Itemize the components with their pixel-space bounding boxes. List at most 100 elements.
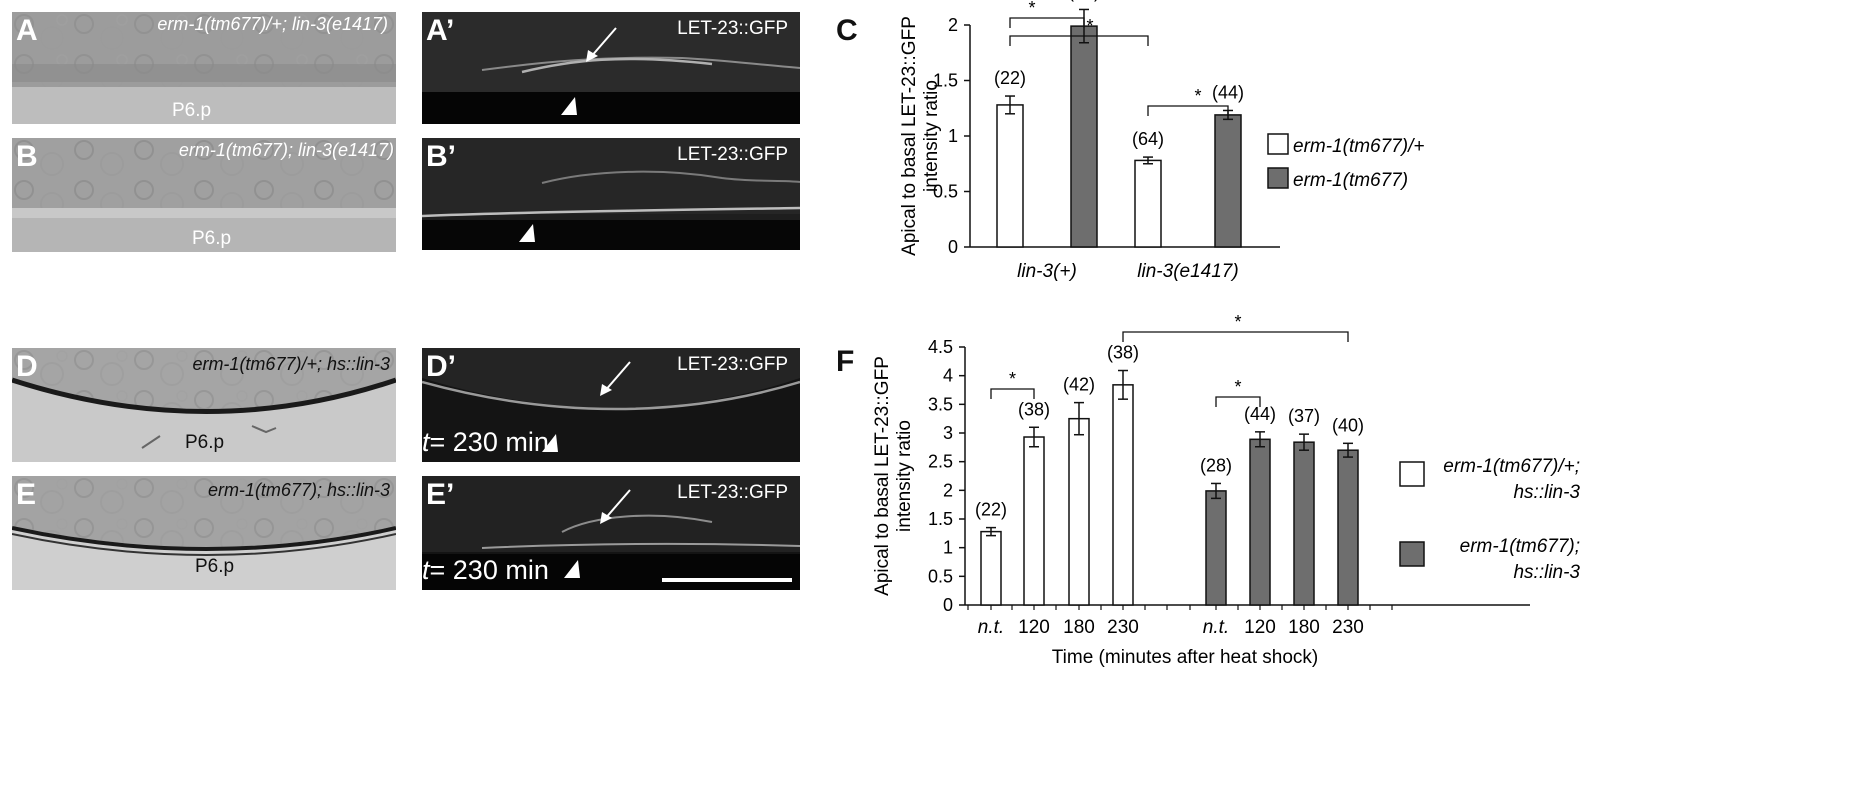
n-label: (64): [1132, 129, 1164, 149]
panel-label-c: C: [836, 14, 858, 47]
n-label: (44): [1244, 404, 1276, 424]
bar: [1249, 438, 1271, 606]
panel-label-a: A: [16, 14, 38, 47]
panel-e-dic-image: E erm-1(tm677); hs::lin-3 P6.p: [12, 476, 396, 590]
n-label: (42): [1063, 375, 1095, 395]
time-label-e-prime: t= 230 min: [422, 555, 549, 585]
x-tick-label: lin-3(e1417): [1137, 261, 1238, 282]
bar: [1134, 159, 1162, 248]
genotype-label-b: erm-1(tm677); lin-3(e1417): [178, 140, 394, 160]
panel-label-b-prime: B’: [426, 140, 456, 173]
n-label: (38): [1018, 399, 1050, 419]
significance-bracket: [1215, 396, 1261, 407]
significance-bracket: [990, 388, 1035, 399]
gfp-texture: [422, 138, 800, 250]
legend-swatch: [1399, 541, 1425, 567]
y-tick-label: 3: [943, 423, 953, 443]
chart-c: 0 0.5 1 1.5 2 Apical to basal LET-23::GFPinte…: [899, 0, 1424, 282]
y-axis-label: Apical to basal LET-23::GFPintensity rat…: [872, 356, 915, 596]
n-label: (22): [994, 68, 1026, 88]
dic-texture: [12, 138, 396, 252]
n-label: (28): [1200, 455, 1232, 475]
time-label-d-prime: t= 230 min: [422, 427, 549, 457]
legend-label: erm-1(tm677)/+;hs::lin-3: [1443, 456, 1580, 503]
significance-star: *: [1009, 369, 1016, 389]
cell-label-a: P6.p: [172, 100, 212, 121]
arrow-icon: [600, 489, 631, 524]
x-tick-label: 230: [1332, 617, 1364, 638]
legend-label: erm-1(tm677);hs::lin-3: [1460, 536, 1581, 583]
significance-star: *: [1086, 16, 1093, 36]
genotype-label-d: erm-1(tm677)/+; hs::lin-3: [192, 354, 390, 374]
legend-label-line: erm-1(tm677)/+;: [1443, 456, 1580, 477]
x-tick-label: 120: [1244, 617, 1276, 638]
y-tick-label: 4: [943, 366, 953, 386]
significance-star: *: [1028, 0, 1035, 18]
y-tick-label: 0.5: [933, 182, 958, 202]
panel-d-dic-image: D erm-1(tm677)/+; hs::lin-3 P6.p: [12, 348, 396, 462]
n-label: (44): [1212, 82, 1244, 102]
y-tick-label: 1: [948, 126, 958, 146]
bar: [1214, 114, 1242, 248]
panel-a-dic-image: A erm-1(tm677)/+; lin-3(e1417) P6.p: [12, 12, 396, 124]
arrow-icon: [586, 27, 617, 62]
marker-label-e-prime: LET-23::GFP: [677, 482, 788, 503]
bar: [1205, 490, 1227, 606]
significance-star: *: [1234, 312, 1241, 332]
marker-label-d-prime: LET-23::GFP: [677, 354, 788, 375]
y-tick-label: 0.5: [928, 566, 953, 586]
legend-label-line: hs::lin-3: [1513, 562, 1580, 583]
legend-label-line: erm-1(tm677): [1293, 170, 1408, 191]
bar: [1112, 384, 1134, 606]
x-tick-label: n.t.: [978, 617, 1004, 638]
y-axis-label-line: intensity ratio: [894, 420, 915, 532]
x-tick-label: 180: [1288, 617, 1320, 638]
significance-bracket: [1009, 35, 1149, 46]
bar: [1068, 417, 1090, 606]
panel-d-prime-gfp-image: D’ LET-23::GFP t= 230 min: [422, 348, 800, 462]
panel-a-prime-gfp-image: A’ LET-23::GFP: [422, 12, 800, 124]
panel-label-d-prime: D’: [426, 350, 456, 383]
arrowhead-icon: [561, 97, 577, 115]
n-label: (40): [1332, 415, 1364, 435]
legend-label-line: hs::lin-3: [1513, 482, 1580, 503]
y-tick-label: 1.5: [933, 71, 958, 91]
cell-label-d: P6.p: [185, 432, 225, 453]
y-axis-label: Apical to basal LET-23::GFPintensity rat…: [899, 16, 942, 256]
y-tick-label: 1.5: [928, 509, 953, 529]
arrowhead-icon: [542, 434, 558, 452]
cell-label-e: P6.p: [195, 556, 235, 577]
chart-f: 0 0.5 1 1.5 2 2.5 3 3.5 4 4.5 Apical to basal LET-…: [872, 312, 1581, 668]
y-tick-label: 2: [948, 15, 958, 35]
y-tick-label: 1: [943, 538, 953, 558]
legend-swatch: [1399, 461, 1425, 487]
significance-bracket: [1009, 17, 1085, 28]
bar: [1293, 441, 1315, 606]
y-tick-label: 4.5: [928, 337, 953, 357]
gfp-texture: [422, 12, 800, 124]
y-tick-label: 2: [943, 480, 953, 500]
gfp-texture: [422, 348, 800, 411]
genotype-label-e: erm-1(tm677); hs::lin-3: [207, 480, 390, 500]
dic-texture: [12, 348, 396, 449]
n-label: (22): [975, 500, 1007, 520]
y-tick-label: 2.5: [928, 452, 953, 472]
y-axis-label-line: Apical to basal LET-23::GFP: [872, 356, 893, 596]
marker-label-b-prime: LET-23::GFP: [677, 144, 788, 165]
panel-label-b: B: [16, 140, 38, 173]
y-tick-label: 0: [943, 595, 953, 615]
bar: [1337, 449, 1359, 606]
legend-label: erm-1(tm677): [1293, 170, 1408, 191]
y-axis-label-line: intensity ratio: [921, 80, 942, 192]
panel-b-prime-gfp-image: B’ LET-23::GFP: [422, 138, 800, 250]
y-tick-label: 0: [948, 237, 958, 257]
panel-label-e: E: [16, 478, 37, 511]
legend-label-line: erm-1(tm677);: [1460, 536, 1580, 557]
arrow-icon: [600, 361, 631, 396]
significance-star: *: [1234, 377, 1241, 397]
panel-label-f: F: [836, 345, 855, 378]
dic-texture: [12, 12, 396, 124]
panel-label-d: D: [16, 350, 38, 383]
legend-label: erm-1(tm677)/+: [1293, 136, 1424, 157]
panel-e-prime-gfp-image: E’ LET-23::GFP t= 230 min: [422, 476, 800, 590]
